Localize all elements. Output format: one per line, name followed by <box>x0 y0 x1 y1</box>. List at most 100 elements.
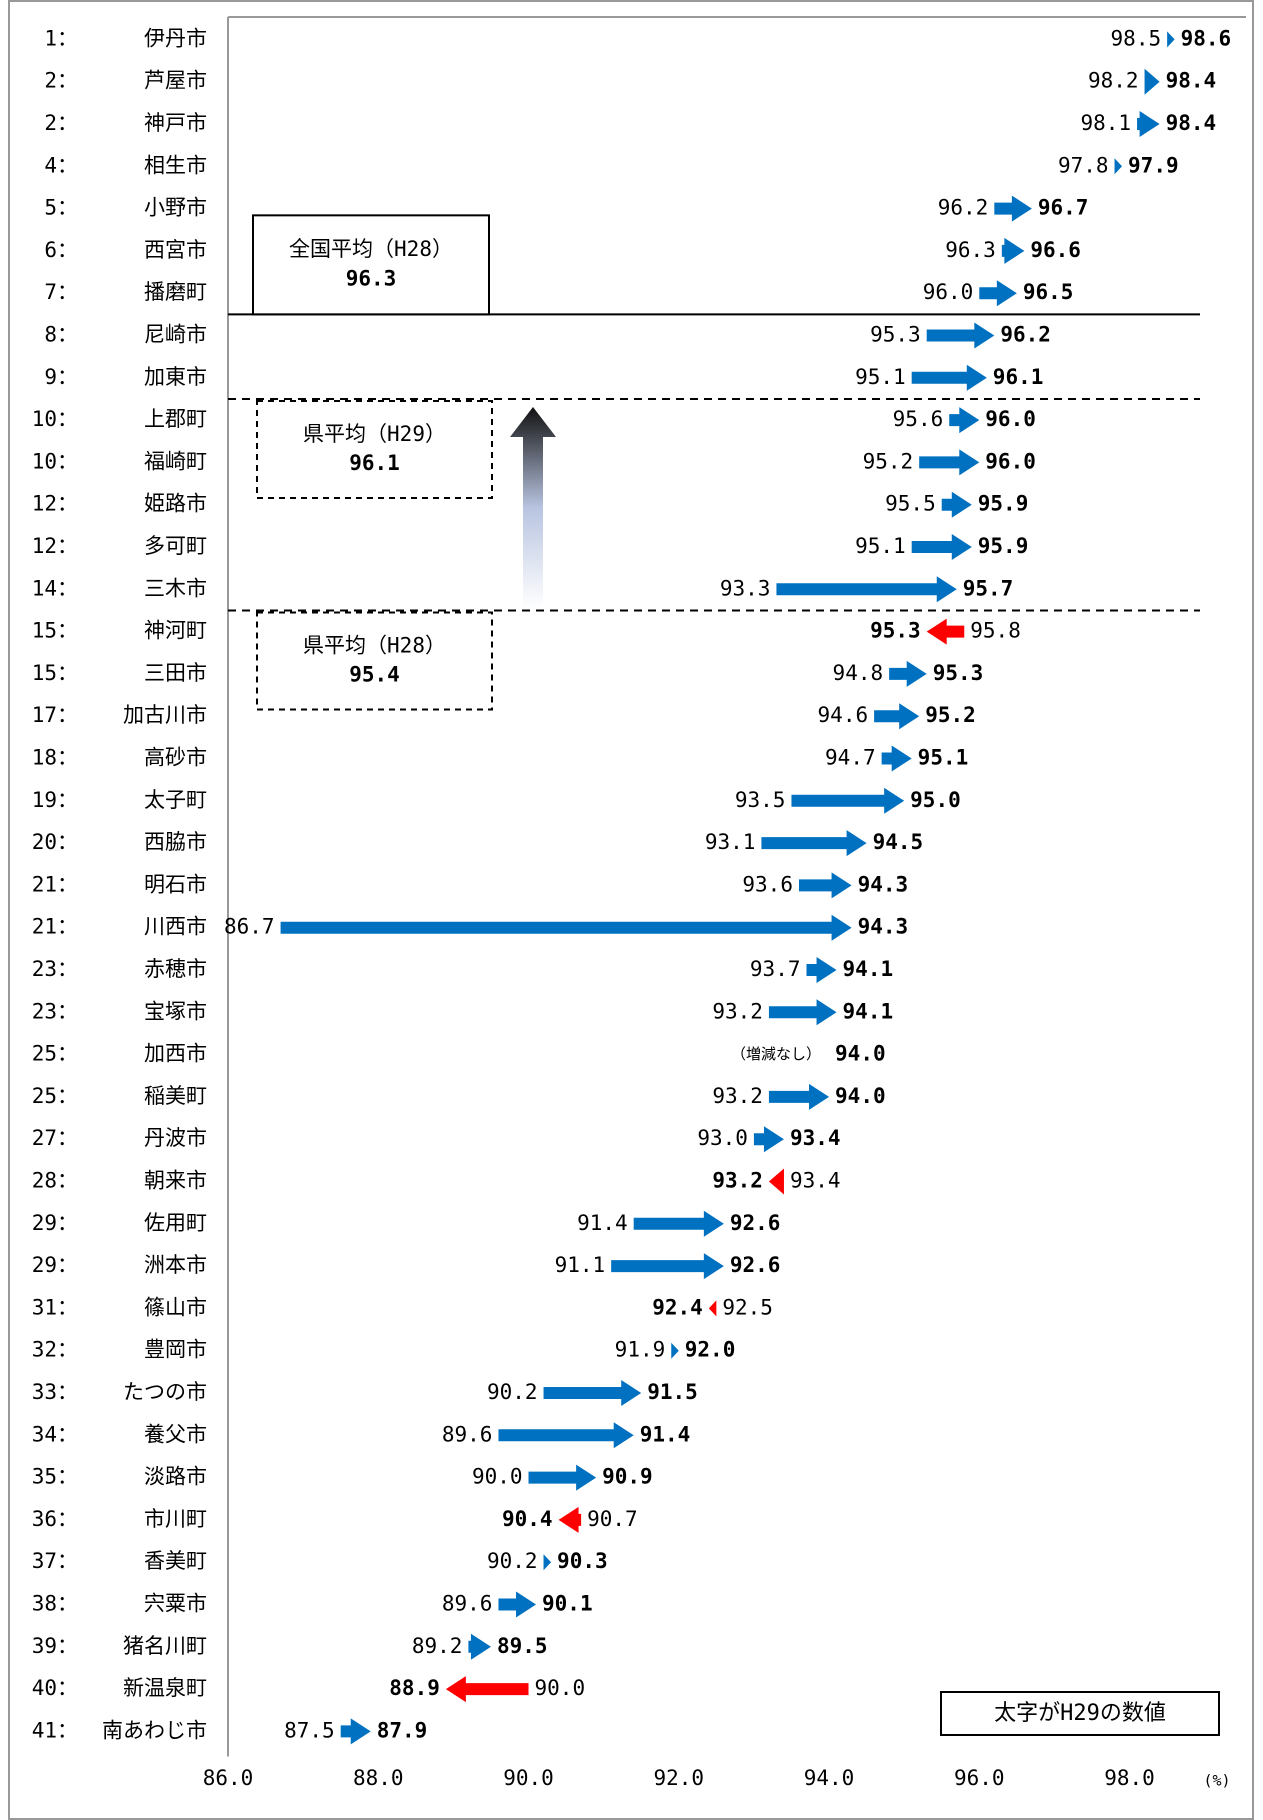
rank-label: 17： <box>32 703 78 727</box>
h28-label: 95.1 <box>855 365 906 389</box>
h29-label: 94.3 <box>858 872 909 896</box>
category-label: 高砂市 <box>144 746 207 770</box>
category-label: 宍粟市 <box>144 1592 207 1616</box>
h29-label: 98.6 <box>1181 26 1232 50</box>
rank-label: 40： <box>32 1676 78 1700</box>
arrow <box>633 1210 724 1237</box>
arrow <box>498 1591 537 1618</box>
arrow <box>889 660 927 687</box>
category-label: 豊岡市 <box>144 1338 207 1362</box>
h29-label: 94.1 <box>843 957 894 981</box>
rank-label: 7： <box>44 280 78 304</box>
rank-label: 25： <box>32 1084 78 1108</box>
arrow <box>708 1300 717 1317</box>
h29-label: 95.2 <box>925 703 976 727</box>
category-label: 新温泉町 <box>123 1676 207 1700</box>
arrow <box>768 1083 830 1110</box>
h29-label: 93.4 <box>790 1126 841 1150</box>
category-label: 多可町 <box>144 534 207 558</box>
rank-label: 18： <box>32 746 78 770</box>
rank-label: 27： <box>32 1126 78 1150</box>
h29-label: 96.7 <box>1038 196 1089 220</box>
reference-value: 95.4 <box>349 663 400 687</box>
h29-label: 97.9 <box>1128 153 1179 177</box>
rank-label: 15： <box>32 661 78 685</box>
h29-label: 94.5 <box>873 830 924 854</box>
category-label: 加東市 <box>144 365 207 389</box>
rank-label: 37： <box>32 1549 78 1573</box>
rank-label: 23： <box>32 957 78 981</box>
h29-label: 98.4 <box>1166 111 1217 135</box>
h29-label: 94.0 <box>835 1042 886 1066</box>
arrow <box>528 1464 597 1491</box>
h28-label: 91.1 <box>555 1253 606 1277</box>
rank-label: 41： <box>32 1718 78 1742</box>
rank-label: 4： <box>44 153 78 177</box>
h28-label: 97.8 <box>1058 153 1109 177</box>
h28-label: 91.9 <box>615 1338 666 1362</box>
reference-label: 県平均（H28） <box>303 633 446 657</box>
h28-label: 95.8 <box>970 619 1021 643</box>
rank-label: 25： <box>32 1042 78 1066</box>
arrow <box>994 195 1032 222</box>
rank-label: 14： <box>32 576 78 600</box>
h28-label: 90.2 <box>487 1380 538 1404</box>
h28-label: 91.4 <box>577 1211 628 1235</box>
x-tick-label: 96.0 <box>954 1766 1005 1790</box>
arrow <box>445 1676 529 1703</box>
h29-label: 96.1 <box>993 365 1044 389</box>
no-change-label: （増減なし） <box>731 1045 821 1063</box>
h28-label: 96.2 <box>938 196 989 220</box>
category-label: 相生市 <box>144 153 207 177</box>
h28-label: 89.2 <box>412 1634 463 1658</box>
x-tick-label: 98.0 <box>1104 1766 1155 1790</box>
rank-label: 21： <box>32 872 78 896</box>
h28-label: 93.3 <box>720 576 771 600</box>
h29-label: 88.9 <box>389 1676 440 1700</box>
x-tick-label: 86.0 <box>203 1766 254 1790</box>
arrow <box>874 703 920 730</box>
arrow <box>926 322 995 349</box>
h29-label: 92.6 <box>730 1211 781 1235</box>
rank-label: 35： <box>32 1465 78 1489</box>
h29-label: 90.1 <box>542 1592 593 1616</box>
arrow <box>611 1253 724 1280</box>
arrow <box>468 1633 491 1660</box>
h28-label: 89.6 <box>442 1592 493 1616</box>
h29-label: 92.4 <box>652 1295 703 1319</box>
h29-label: 96.0 <box>985 449 1036 473</box>
category-label: 加西市 <box>144 1042 207 1066</box>
h29-label: 87.9 <box>377 1718 428 1742</box>
h29-label: 96.5 <box>1023 280 1074 304</box>
h28-label: 95.2 <box>863 449 914 473</box>
frame <box>8 0 1254 1820</box>
h28-label: 93.2 <box>712 999 763 1023</box>
arrow <box>1001 237 1025 264</box>
x-tick-label: 88.0 <box>353 1766 404 1790</box>
category-label: 朝来市 <box>144 1169 207 1193</box>
h28-label: 93.2 <box>712 1084 763 1108</box>
category-label: 明石市 <box>144 872 207 896</box>
arrow <box>926 618 965 645</box>
category-label: 稲美町 <box>144 1084 207 1108</box>
category-label: 洲本市 <box>144 1253 207 1277</box>
h29-label: 93.2 <box>712 1169 763 1193</box>
rank-label: 29： <box>32 1253 78 1277</box>
category-label: 伊丹市 <box>144 26 207 50</box>
category-label: 篠山市 <box>144 1295 207 1319</box>
category-label: 神戸市 <box>144 111 207 135</box>
h28-label: 96.3 <box>945 238 996 262</box>
rank-label: 20： <box>32 830 78 854</box>
arrow <box>498 1422 634 1449</box>
h28-label: 93.5 <box>735 788 786 812</box>
category-label: 太子町 <box>144 788 207 812</box>
h29-label: 95.3 <box>870 619 921 643</box>
arrow <box>671 1342 679 1359</box>
rank-label: 31： <box>32 1295 78 1319</box>
category-label: 三田市 <box>144 661 207 685</box>
rank-label: 12： <box>32 492 78 516</box>
rank-label: 5： <box>44 196 78 220</box>
h29-label: 89.5 <box>497 1634 548 1658</box>
h29-label: 98.4 <box>1166 69 1217 93</box>
